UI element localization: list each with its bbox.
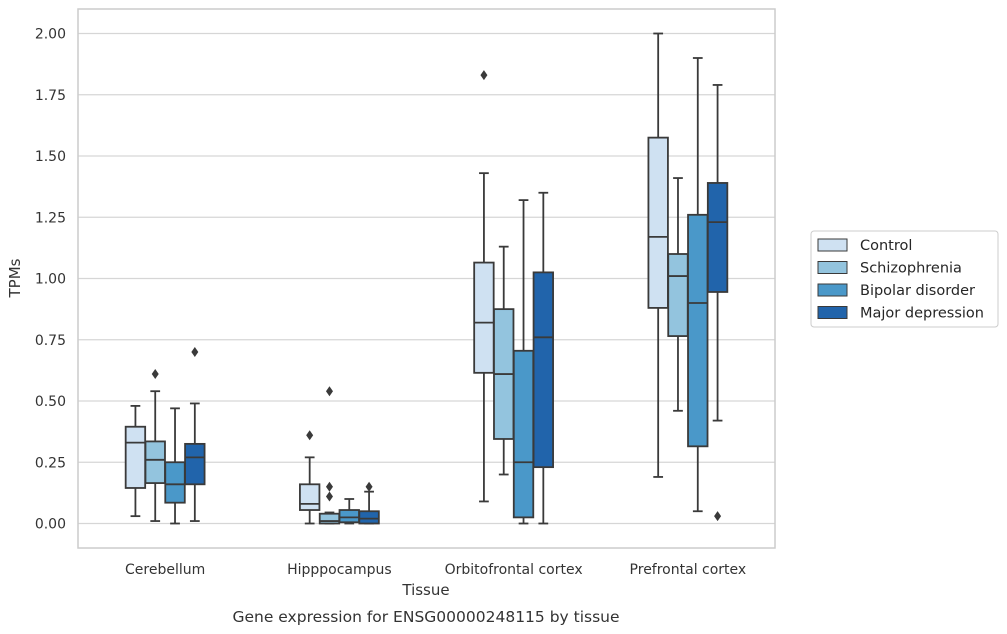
x-tick-label: Cerebellum <box>125 562 205 578</box>
box-body <box>647 136 669 309</box>
y-tick-label: 2.00 <box>35 27 66 43</box>
outlier-marker <box>325 386 333 397</box>
y-tick-labels: 0.00 0.25 0.50 0.75 1.00 1.25 1.50 1.75 2.00 <box>35 27 66 533</box>
box-3-2 <box>532 191 554 525</box>
box-0-0 <box>124 404 147 518</box>
box-3-0 <box>184 347 206 522</box>
box-body <box>184 442 206 486</box>
box-0-3 <box>647 32 669 478</box>
box-1-2 <box>493 245 515 476</box>
legend-label: Control <box>860 238 912 254</box>
y-tick-label: 0.50 <box>35 394 66 410</box>
legend-label: Schizophrenia <box>860 261 962 277</box>
y-tick-label: 1.75 <box>35 88 66 104</box>
box-2-2 <box>512 199 535 525</box>
box-1-3 <box>667 177 689 412</box>
box-body <box>299 483 321 511</box>
box-body <box>164 461 186 504</box>
legend-swatch <box>817 261 848 274</box>
box-body <box>144 440 166 484</box>
legend-swatch <box>817 306 848 319</box>
box-body <box>318 512 341 525</box>
box-body <box>687 213 709 448</box>
chart-caption: Gene expression for ENSG00000248115 by t… <box>232 608 619 626</box>
box-1-0 <box>144 369 166 522</box>
box-body <box>667 253 689 337</box>
outlier-marker <box>365 481 373 492</box>
legend-label: Major depression <box>860 306 984 322</box>
x-tick-label: Prefrontal cortex <box>630 562 747 578</box>
y-tick-label: 1.50 <box>35 149 66 165</box>
legend-label: Bipolar disorder <box>860 283 975 299</box>
box-1-1 <box>318 386 341 525</box>
box-3-1 <box>358 481 380 525</box>
outlier-marker <box>191 347 199 357</box>
box-body <box>124 425 147 489</box>
outlier-marker <box>325 481 333 492</box>
x-tick-labels: Cerebellum Hipppocampus Orbitofrontal cort… <box>125 562 746 578</box>
legend: Control Schizophrenia Bipolar disorder Majo… <box>810 230 999 328</box>
y-tick-label: 0.25 <box>35 455 66 471</box>
x-tick-label: Hipppocampus <box>287 562 392 578</box>
plot-frame <box>77 8 776 549</box>
box-2-0 <box>164 407 186 525</box>
box-body <box>358 510 380 525</box>
y-tick-label: 1.25 <box>35 210 66 226</box>
outlier-marker <box>480 70 488 81</box>
box-0-2 <box>473 70 495 503</box>
y-axis-title: TPMs <box>6 258 24 298</box>
box-3-3 <box>706 84 729 522</box>
legend-frame <box>810 230 999 328</box>
box-2-1 <box>338 498 360 525</box>
box-body <box>512 349 535 519</box>
y-tick-label: 1.00 <box>35 272 66 288</box>
box-2-3 <box>687 57 709 513</box>
y-tick-label: 0.75 <box>35 333 66 349</box>
box-layer <box>124 32 729 525</box>
legend-swatch <box>817 283 848 297</box>
x-tick-label: Orbitofrontal cortex <box>445 562 583 578</box>
outlier-marker <box>306 430 314 441</box>
box-body <box>473 261 495 374</box>
outlier-marker <box>714 511 722 522</box>
box-0-1 <box>299 430 321 525</box>
x-axis-title: Tissue <box>401 581 449 599</box>
box-body <box>706 182 729 293</box>
y-tick-label: 0.00 <box>35 517 66 533</box>
box-body <box>532 271 554 469</box>
outlier-marker <box>325 491 333 502</box>
legend-swatch <box>817 238 848 252</box>
outlier-marker <box>151 369 159 380</box>
box-body <box>338 509 360 524</box>
